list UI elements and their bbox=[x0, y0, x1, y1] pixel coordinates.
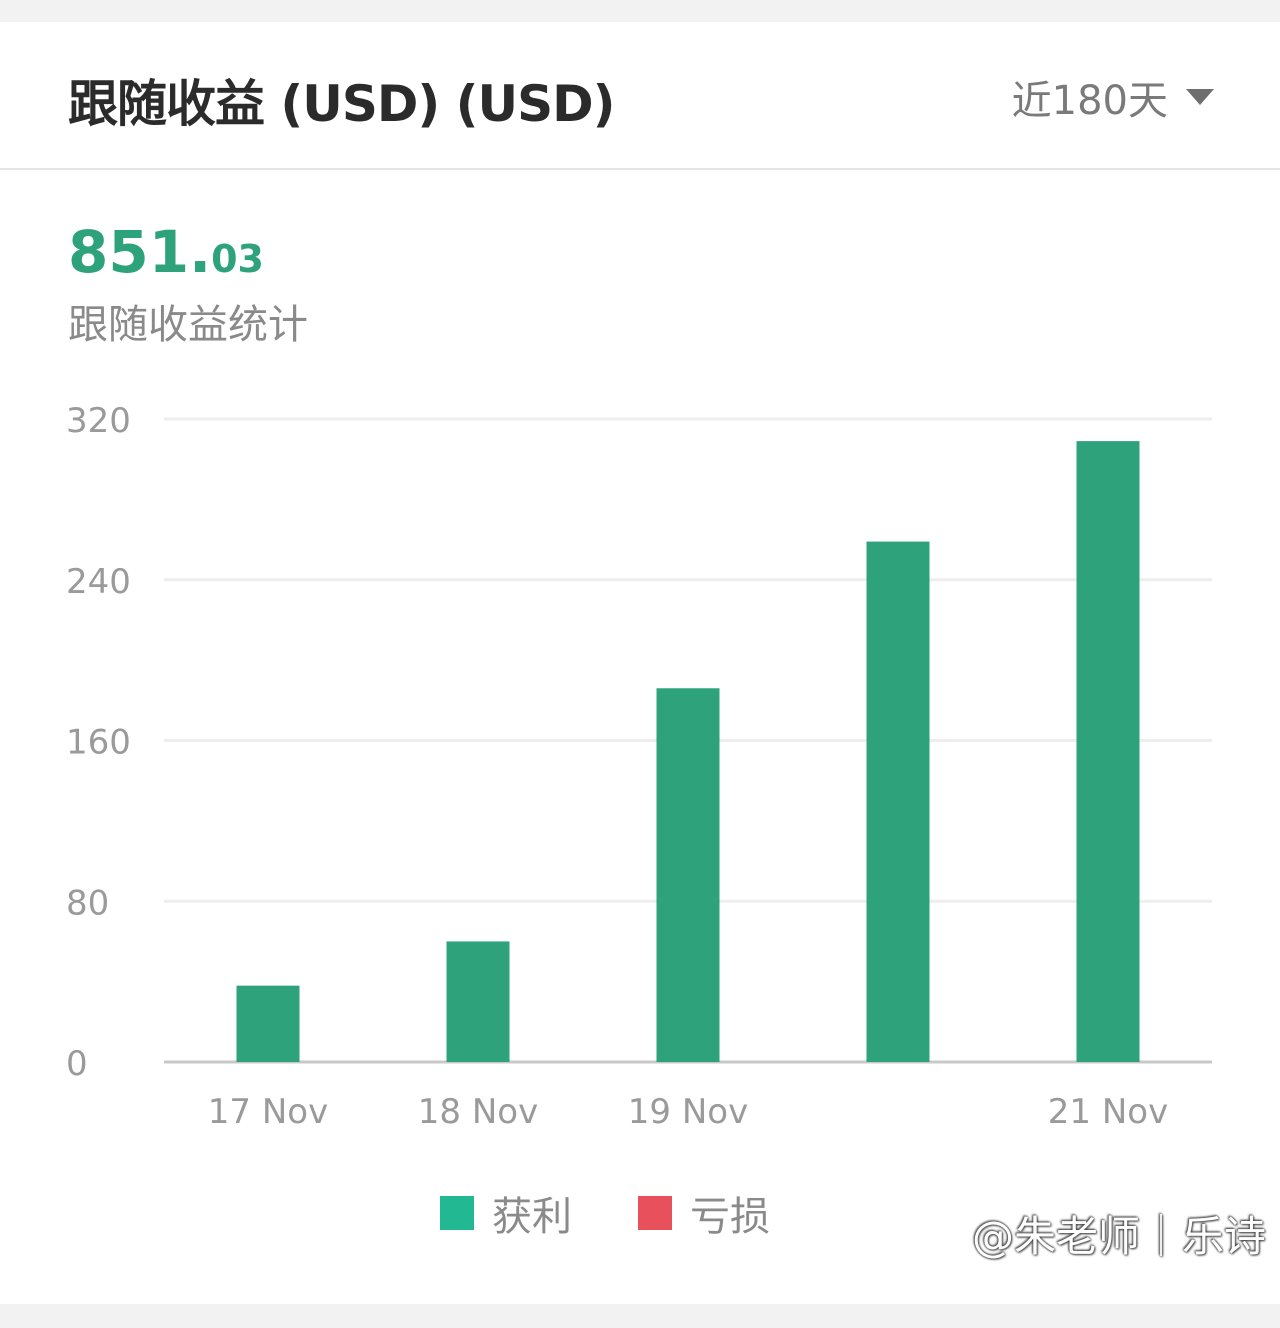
y-tick-label: 320 bbox=[66, 401, 131, 441]
bar-chart: 0 80 160 240 320 17 Nov 18 Nov 19 Nov 21 Nov bbox=[66, 401, 1212, 1132]
chart-legend: 获利 亏损 bbox=[0, 1184, 1210, 1242]
range-label: 近180天 bbox=[1011, 78, 1168, 124]
legend-item-loss[interactable]: 亏损 bbox=[638, 1184, 770, 1242]
y-tick-label: 240 bbox=[66, 562, 131, 602]
total-label: 跟随收益统计 bbox=[68, 302, 308, 348]
y-tick-label: 160 bbox=[66, 723, 131, 763]
x-tick-label: 19 Nov bbox=[628, 1092, 748, 1132]
total-decimal: 03 bbox=[211, 237, 264, 281]
bar-profit bbox=[866, 541, 930, 1062]
bar-profit bbox=[446, 941, 510, 1062]
caret-down-icon bbox=[1186, 89, 1214, 105]
watermark-text: @朱老师｜乐诗 bbox=[971, 1212, 1266, 1261]
card-header: 跟随收益 (USD) (USD) 近180天 bbox=[0, 22, 1280, 170]
x-tick-label: 18 Nov bbox=[418, 1092, 538, 1132]
legend-swatch-profit bbox=[440, 1196, 474, 1230]
bar-profit bbox=[1076, 441, 1140, 1062]
page-title: 跟随收益 (USD) (USD) bbox=[68, 75, 615, 133]
earnings-card: 跟随收益 (USD) (USD) 近180天 851.03 跟随收益统计 0 80… bbox=[0, 22, 1280, 1304]
legend-item-profit[interactable]: 获利 bbox=[440, 1184, 572, 1242]
legend-label-profit: 获利 bbox=[492, 1194, 572, 1240]
legend-label-loss: 亏损 bbox=[690, 1194, 770, 1240]
y-tick-label: 80 bbox=[66, 883, 109, 923]
x-tick-label: 21 Nov bbox=[1048, 1092, 1168, 1132]
bar-profit bbox=[656, 688, 720, 1062]
bar-profit bbox=[236, 985, 300, 1062]
y-tick-label: 0 bbox=[66, 1044, 88, 1084]
x-tick-label: 17 Nov bbox=[208, 1092, 328, 1132]
total-value: 851.03 bbox=[68, 218, 264, 286]
legend-swatch-loss bbox=[638, 1196, 672, 1230]
total-integer: 851. bbox=[68, 218, 212, 286]
range-dropdown[interactable]: 近180天 bbox=[1012, 72, 1214, 124]
